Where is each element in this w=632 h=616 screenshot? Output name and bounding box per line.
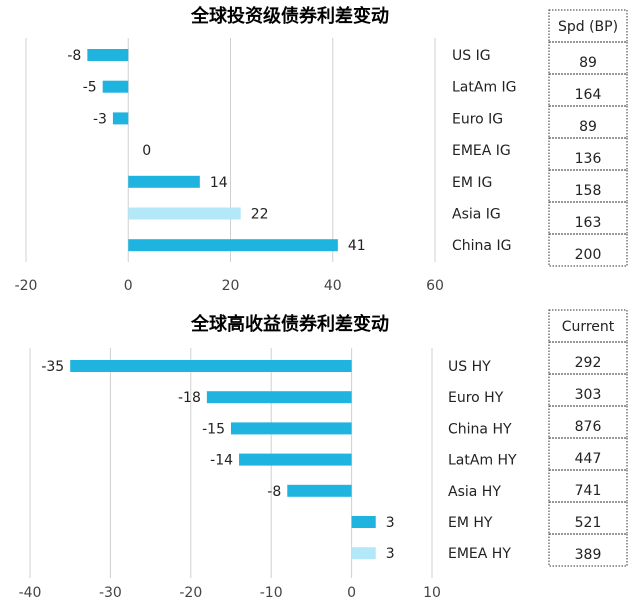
bar-asia-hy	[287, 484, 352, 497]
side-table-header: Spd (BP)	[558, 19, 618, 35]
side-table-value: 158	[575, 183, 602, 199]
data-label: -8	[67, 48, 81, 64]
category-label: EMEA IG	[452, 143, 511, 159]
x-tick-label: 0	[347, 585, 356, 601]
side-table-value: 521	[575, 515, 602, 531]
category-label: Asia IG	[452, 207, 501, 223]
x-tick-label: 0	[124, 278, 133, 294]
x-tick-label: -10	[260, 585, 283, 601]
side-table-value: 163	[575, 215, 602, 231]
data-label: 14	[210, 175, 228, 191]
category-label: EMEA HY	[448, 546, 511, 562]
data-label: 41	[348, 238, 366, 254]
hy-spread-chart: 全球高收益债券利差变动 -40 -30 -20 -10 0 10 -35 US HY -18 Eur…	[19, 309, 628, 601]
side-table-value: 303	[575, 387, 602, 403]
bar-latam-hy	[239, 453, 352, 466]
side-table-cell	[548, 169, 628, 203]
x-tick-label: 60	[426, 278, 444, 294]
data-label: -14	[210, 453, 233, 469]
side-table-value: 292	[575, 355, 602, 371]
side-table-value: 447	[575, 451, 602, 467]
bar-china-hy	[231, 422, 352, 435]
category-label: LatAm HY	[448, 453, 517, 469]
bar-us-ig	[87, 49, 129, 61]
side-table-cell	[548, 341, 628, 375]
x-tick-label: 40	[324, 278, 342, 294]
side-table-value: 389	[575, 547, 602, 563]
bar-latam-ig	[102, 80, 129, 93]
side-table-value: 200	[575, 247, 602, 263]
x-tick-label: -20	[179, 585, 202, 601]
category-label: LatAm IG	[452, 80, 517, 96]
category-label: Euro IG	[452, 111, 503, 127]
category-label: EM HY	[448, 515, 493, 531]
data-label: -15	[202, 421, 225, 437]
x-tick-label: 20	[222, 278, 240, 294]
bar-em-hy	[351, 516, 376, 528]
bar-asia-ig	[128, 207, 241, 220]
data-label: -8	[267, 484, 281, 500]
side-table-header-cell	[548, 9, 628, 43]
category-label: China IG	[452, 238, 511, 254]
side-table-cell	[548, 41, 628, 75]
side-table-cell	[548, 137, 628, 171]
data-label: -35	[41, 359, 64, 375]
bar-emea-hy	[351, 547, 376, 560]
chart-title: 全球投资级债券利差变动	[190, 5, 389, 27]
side-table-value: 741	[575, 483, 602, 499]
bar-euro-ig	[112, 112, 129, 125]
data-label: 3	[386, 546, 395, 562]
category-label: EM IG	[452, 175, 492, 191]
category-label: US HY	[448, 359, 491, 375]
bar-euro-hy	[206, 391, 352, 404]
x-tick-label: -30	[99, 585, 122, 601]
side-table-cell	[548, 105, 628, 139]
side-table-value: 89	[579, 119, 597, 135]
category-label: Asia HY	[448, 484, 501, 500]
side-table-cell	[548, 437, 628, 471]
category-label: US IG	[452, 48, 491, 64]
side-table-cell	[548, 469, 628, 503]
side-table-cell	[548, 501, 628, 535]
side-table-cell	[548, 201, 628, 235]
data-label: -5	[83, 80, 97, 96]
data-label: 3	[386, 515, 395, 531]
data-label: -18	[178, 390, 201, 406]
side-table-value: 136	[575, 151, 602, 167]
side-table-cell	[548, 373, 628, 407]
side-table: Spd (BP) 89 164 89 136 158 163 200	[548, 9, 628, 267]
bar-us-hy	[70, 360, 352, 372]
data-label: -3	[93, 111, 107, 127]
ig-spread-chart: 全球投资级债券利差变动 -20 0 20 40 60 -8 US IG -5 LatAm IG -3…	[15, 5, 628, 294]
side-table-cell	[548, 233, 628, 267]
x-tick-label: 10	[423, 585, 441, 601]
side-table-value: 876	[575, 419, 602, 435]
bar-em-ig	[128, 175, 200, 188]
side-table-cell	[548, 405, 628, 439]
side-table-header-cell	[548, 309, 628, 343]
x-tick-label: -40	[19, 585, 42, 601]
x-tick-label: -20	[15, 278, 38, 294]
data-label: 22	[251, 207, 269, 223]
side-table-value: 89	[579, 55, 597, 71]
bar-china-ig	[128, 239, 338, 252]
side-table-value: 164	[575, 87, 602, 103]
side-table: Current 292 303 876 447 741 521 389	[548, 309, 628, 567]
category-label: China HY	[448, 421, 512, 437]
side-table-cell	[548, 533, 628, 567]
side-table-cell	[548, 73, 628, 107]
side-table-header: Current	[562, 319, 615, 335]
chart-title: 全球高收益债券利差变动	[190, 313, 389, 335]
category-label: Euro HY	[448, 390, 504, 406]
data-label: 0	[142, 143, 151, 159]
